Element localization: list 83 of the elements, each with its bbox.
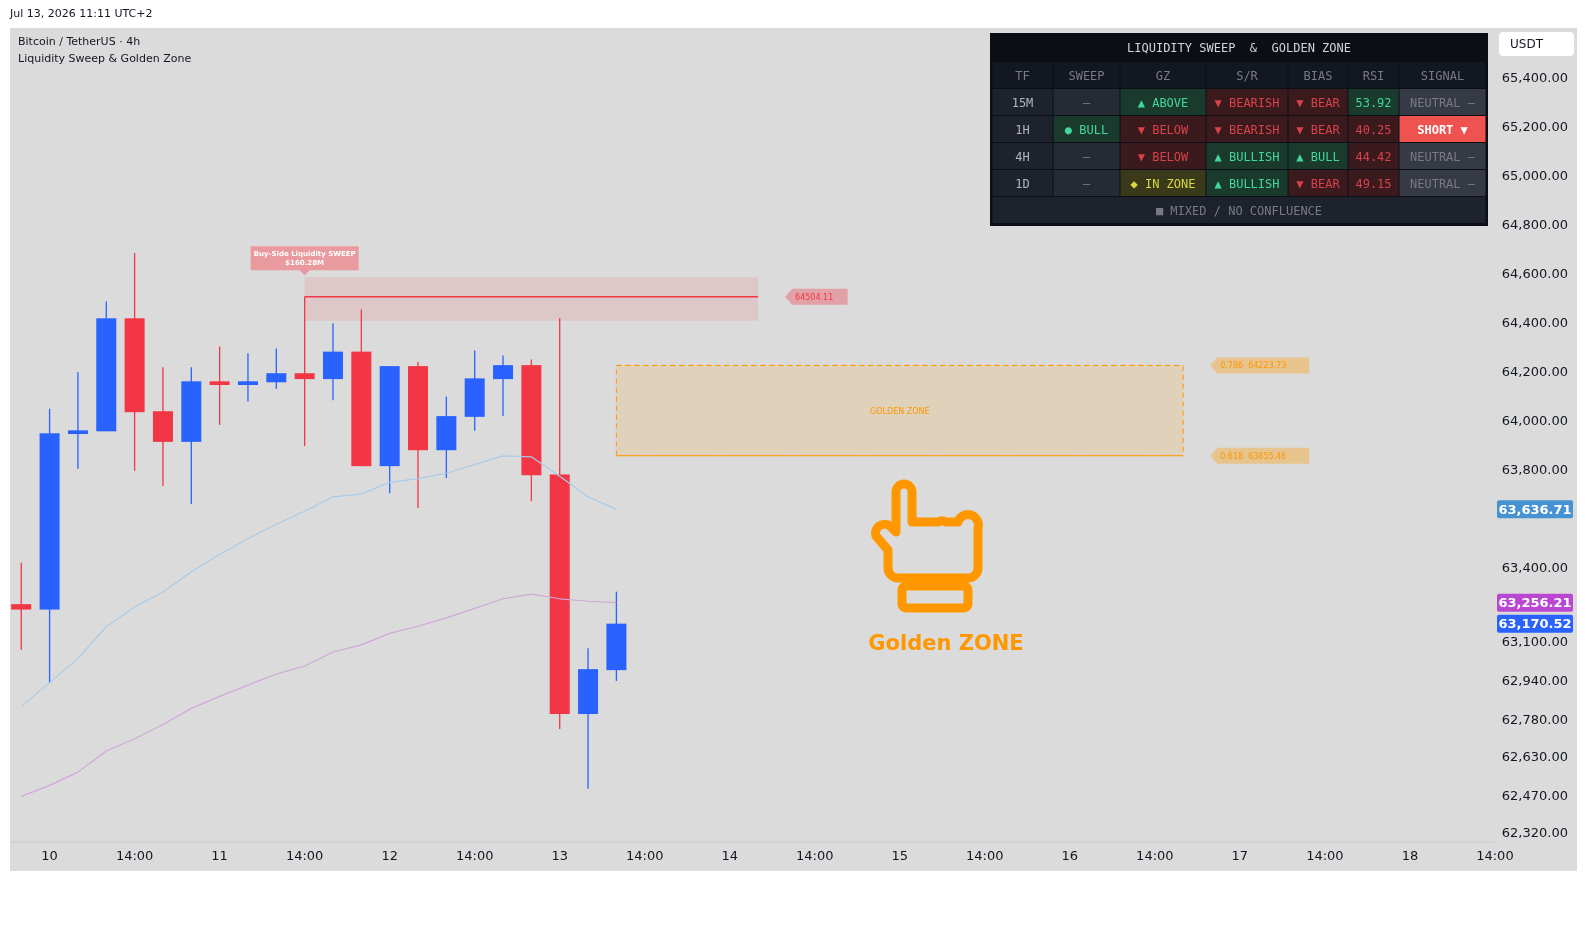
text: 53.92 <box>1355 96 1392 110</box>
x-tick-label: 14:00 <box>796 848 834 863</box>
y-tick-label: 63,400.00 <box>1501 560 1568 576</box>
y-tick-label: 65,200.00 <box>1501 119 1568 135</box>
x-tick-label: 15 <box>891 848 909 863</box>
y-tick-label: 62,780.00 <box>1501 712 1568 728</box>
x-tick-label: 16 <box>1061 848 1079 863</box>
text: 40.25 <box>1355 123 1392 137</box>
x-tick-label: 14:00 <box>115 848 154 863</box>
category-label: RSI <box>1362 69 1385 83</box>
x-tick-label: 10 <box>41 848 58 863</box>
y-axis-title: USDT <box>1510 37 1544 51</box>
band-label: GOLDEN ZONE <box>870 406 930 416</box>
y-tick-label: 62,470.00 <box>1501 788 1568 804</box>
x-tick-label: 11 <box>211 848 228 863</box>
text: ▼ BEAR <box>1296 96 1340 110</box>
y-tick-label: 62,630.00 <box>1501 749 1568 765</box>
category-label: GZ <box>1155 69 1171 83</box>
text: NEUTRAL — <box>1409 96 1476 110</box>
text: Liquidity Sweep & Golden Zone <box>18 52 192 65</box>
text: NEUTRAL — <box>1409 150 1476 164</box>
text: ▲ BULLISH <box>1214 177 1280 191</box>
y-tick-label: 62,940.00 <box>1501 673 1568 689</box>
y-tick-label: 62,320.00 <box>1501 825 1568 841</box>
y-tick-label: 64,800.00 <box>1501 217 1568 233</box>
text: ▲ ABOVE <box>1137 96 1189 110</box>
text: — <box>1082 96 1091 110</box>
x-tick-label: 14:00 <box>1476 848 1514 863</box>
text: 63,636.71 <box>1498 501 1572 517</box>
x-tick-label: 13 <box>551 848 568 863</box>
x-tick-label: 14 <box>721 848 739 863</box>
category-label: BIAS <box>1303 69 1333 83</box>
text: LIQUIDITY SWEEP & GOLDEN ZONE <box>1127 41 1351 55</box>
x-tick-label: 14:00 <box>455 848 494 863</box>
text: — <box>1082 150 1091 164</box>
x-tick-label: 18 <box>1401 848 1419 863</box>
text: ▼ BEARISH <box>1214 96 1280 110</box>
y-tick-label: 63,800.00 <box>1501 462 1568 478</box>
text: Jul 13, 2026 11:11 UTC+2 <box>9 7 153 20</box>
text: 63,256.21 <box>1498 595 1572 611</box>
category-label: 4H <box>1015 150 1030 164</box>
y-tick-label: 65,400.00 <box>1501 70 1568 86</box>
text: ▼ BEARISH <box>1214 123 1280 137</box>
y-tick-label: 65,000.00 <box>1501 168 1568 184</box>
text: ◆ IN ZONE <box>1130 177 1196 191</box>
x-tick-label: 14:00 <box>626 848 664 863</box>
x-tick-label: 14:00 <box>285 848 324 863</box>
category-label: SWEEP <box>1068 69 1105 83</box>
x-tick-label: 17 <box>1231 848 1249 863</box>
ref-line-label: 0.618 63855.46 <box>1220 451 1287 461</box>
y-tick-label: 64,000.00 <box>1501 413 1568 429</box>
y-tick-label: 64,200.00 <box>1501 364 1568 380</box>
annotation: Golden ZONE <box>868 631 1024 655</box>
y-tick-label: 64,600.00 <box>1501 266 1568 282</box>
text: NEUTRAL — <box>1409 177 1476 191</box>
text: ▼ BEAR <box>1296 123 1340 137</box>
text: ▼ BEAR <box>1296 177 1340 191</box>
category-label: TF <box>1015 69 1030 83</box>
text: ▼ BELOW <box>1137 123 1189 137</box>
text: — <box>1082 177 1091 191</box>
category-label: SIGNAL <box>1420 69 1465 83</box>
ref-line-label: 0.786 64223.73 <box>1220 361 1287 371</box>
annotation: ■ MIXED / NO CONFLUENCE <box>1155 204 1323 218</box>
category-label: 15M <box>1011 96 1034 110</box>
text: 49.15 <box>1355 177 1392 191</box>
x-tick-label: 14:00 <box>1136 848 1174 863</box>
x-tick-label: 12 <box>381 848 398 863</box>
category-label: 1H <box>1015 123 1030 137</box>
category-label: S/R <box>1236 69 1259 83</box>
text: 63,170.52 <box>1498 616 1572 632</box>
y-tick-label: 63,100.00 <box>1501 633 1568 649</box>
text: 44.42 <box>1355 150 1392 164</box>
text: ● BULL <box>1064 123 1109 137</box>
y-tick-label: 64,400.00 <box>1501 315 1568 331</box>
x-tick-label: 14:00 <box>966 848 1004 863</box>
text: ▲ BULLISH <box>1214 150 1280 164</box>
text: Bitcoin / TetherUS · 4h <box>18 35 141 48</box>
ref-line-label: 64504.11 <box>795 292 834 302</box>
text: ▲ BULL <box>1296 150 1340 164</box>
text: SHORT ▼ <box>1417 123 1468 137</box>
text: ▼ BELOW <box>1137 150 1189 164</box>
category-label: 1D <box>1015 177 1030 191</box>
x-tick-label: 14:00 <box>1306 848 1344 863</box>
